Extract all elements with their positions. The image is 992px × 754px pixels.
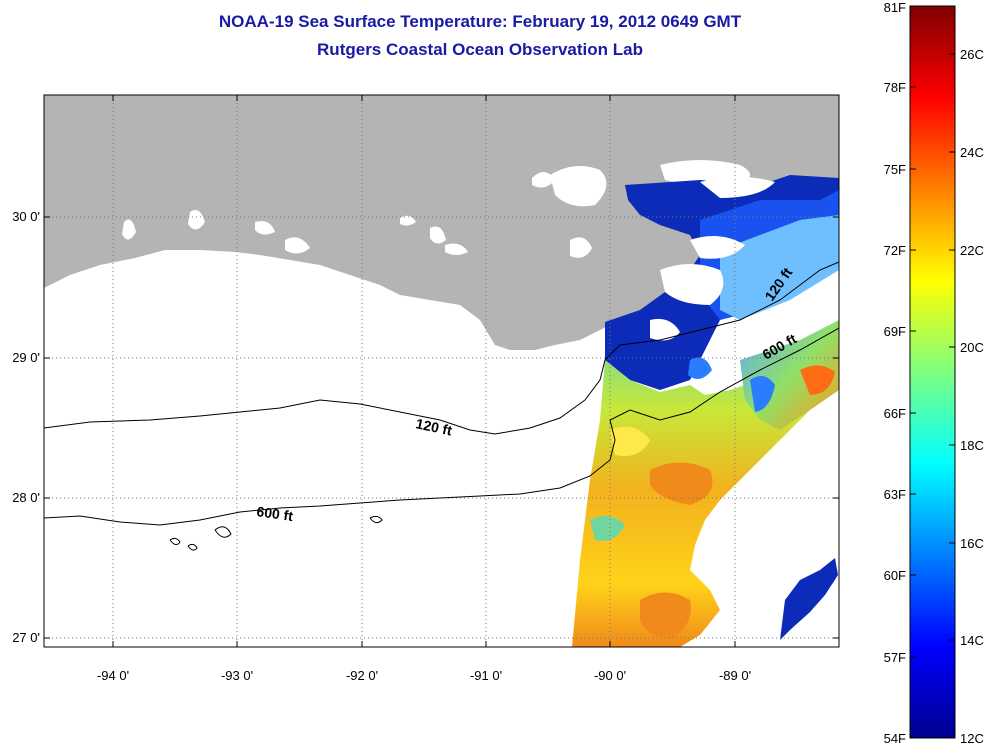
lon-label-94: -94 0': [96, 668, 130, 683]
lon-label-89: -89 0': [718, 668, 752, 683]
colorbar-c-12: 12C: [960, 731, 984, 746]
colorbar-f-60: 60F: [883, 568, 906, 583]
lat-label-27: 27 0': [12, 630, 40, 645]
map-subtitle: Rutgers Coastal Ocean Observation Lab: [317, 40, 643, 59]
colorbar-c-22: 22C: [960, 243, 984, 258]
colorbar: [909, 5, 956, 739]
colorbar-f-78: 78F: [883, 80, 906, 95]
lon-label-91: -91 0': [469, 668, 503, 683]
colorbar-ticks: [910, 5, 955, 739]
colorbar-c-14: 14C: [960, 633, 984, 648]
land-mass: [44, 95, 839, 350]
lon-label-92: -92 0': [345, 668, 379, 683]
colorbar-c-18: 18C: [960, 438, 984, 453]
grid-lines: [44, 95, 839, 647]
map-title: NOAA-19 Sea Surface Temperature: Februar…: [218, 12, 742, 31]
lat-label-28: 28 0': [12, 490, 40, 505]
lat-label-30: 30 0': [12, 209, 40, 224]
colorbar-f-66: 66F: [883, 406, 906, 421]
colorbar-f-75: 75F: [883, 162, 906, 177]
colorbar-c-24: 24C: [960, 145, 984, 160]
colorbar-f-69: 69F: [883, 324, 906, 339]
colorbar-f-54: 54F: [883, 731, 906, 746]
lon-label-93: -93 0': [220, 668, 254, 683]
map-frame: [43, 94, 840, 648]
contour-label-600ft-west: 600 ft: [256, 503, 295, 524]
colorbar-f-81: 81F: [883, 0, 906, 15]
contour-120ft: [44, 261, 839, 435]
contour-600ft: [44, 327, 839, 526]
colorbar-c-26: 26C: [960, 47, 984, 62]
axis-ticks: [44, 95, 839, 647]
colorbar-c-20: 20C: [960, 340, 984, 355]
lat-label-29: 29 0': [12, 350, 40, 365]
colorbar-f-72: 72F: [883, 243, 906, 258]
colorbar-f-57: 57F: [883, 650, 906, 665]
colorbar-f-63: 63F: [883, 487, 906, 502]
contour-label-120ft-west: 120 ft: [414, 415, 453, 438]
colorbar-c-16: 16C: [960, 536, 984, 551]
lon-label-90: -90 0': [593, 668, 627, 683]
